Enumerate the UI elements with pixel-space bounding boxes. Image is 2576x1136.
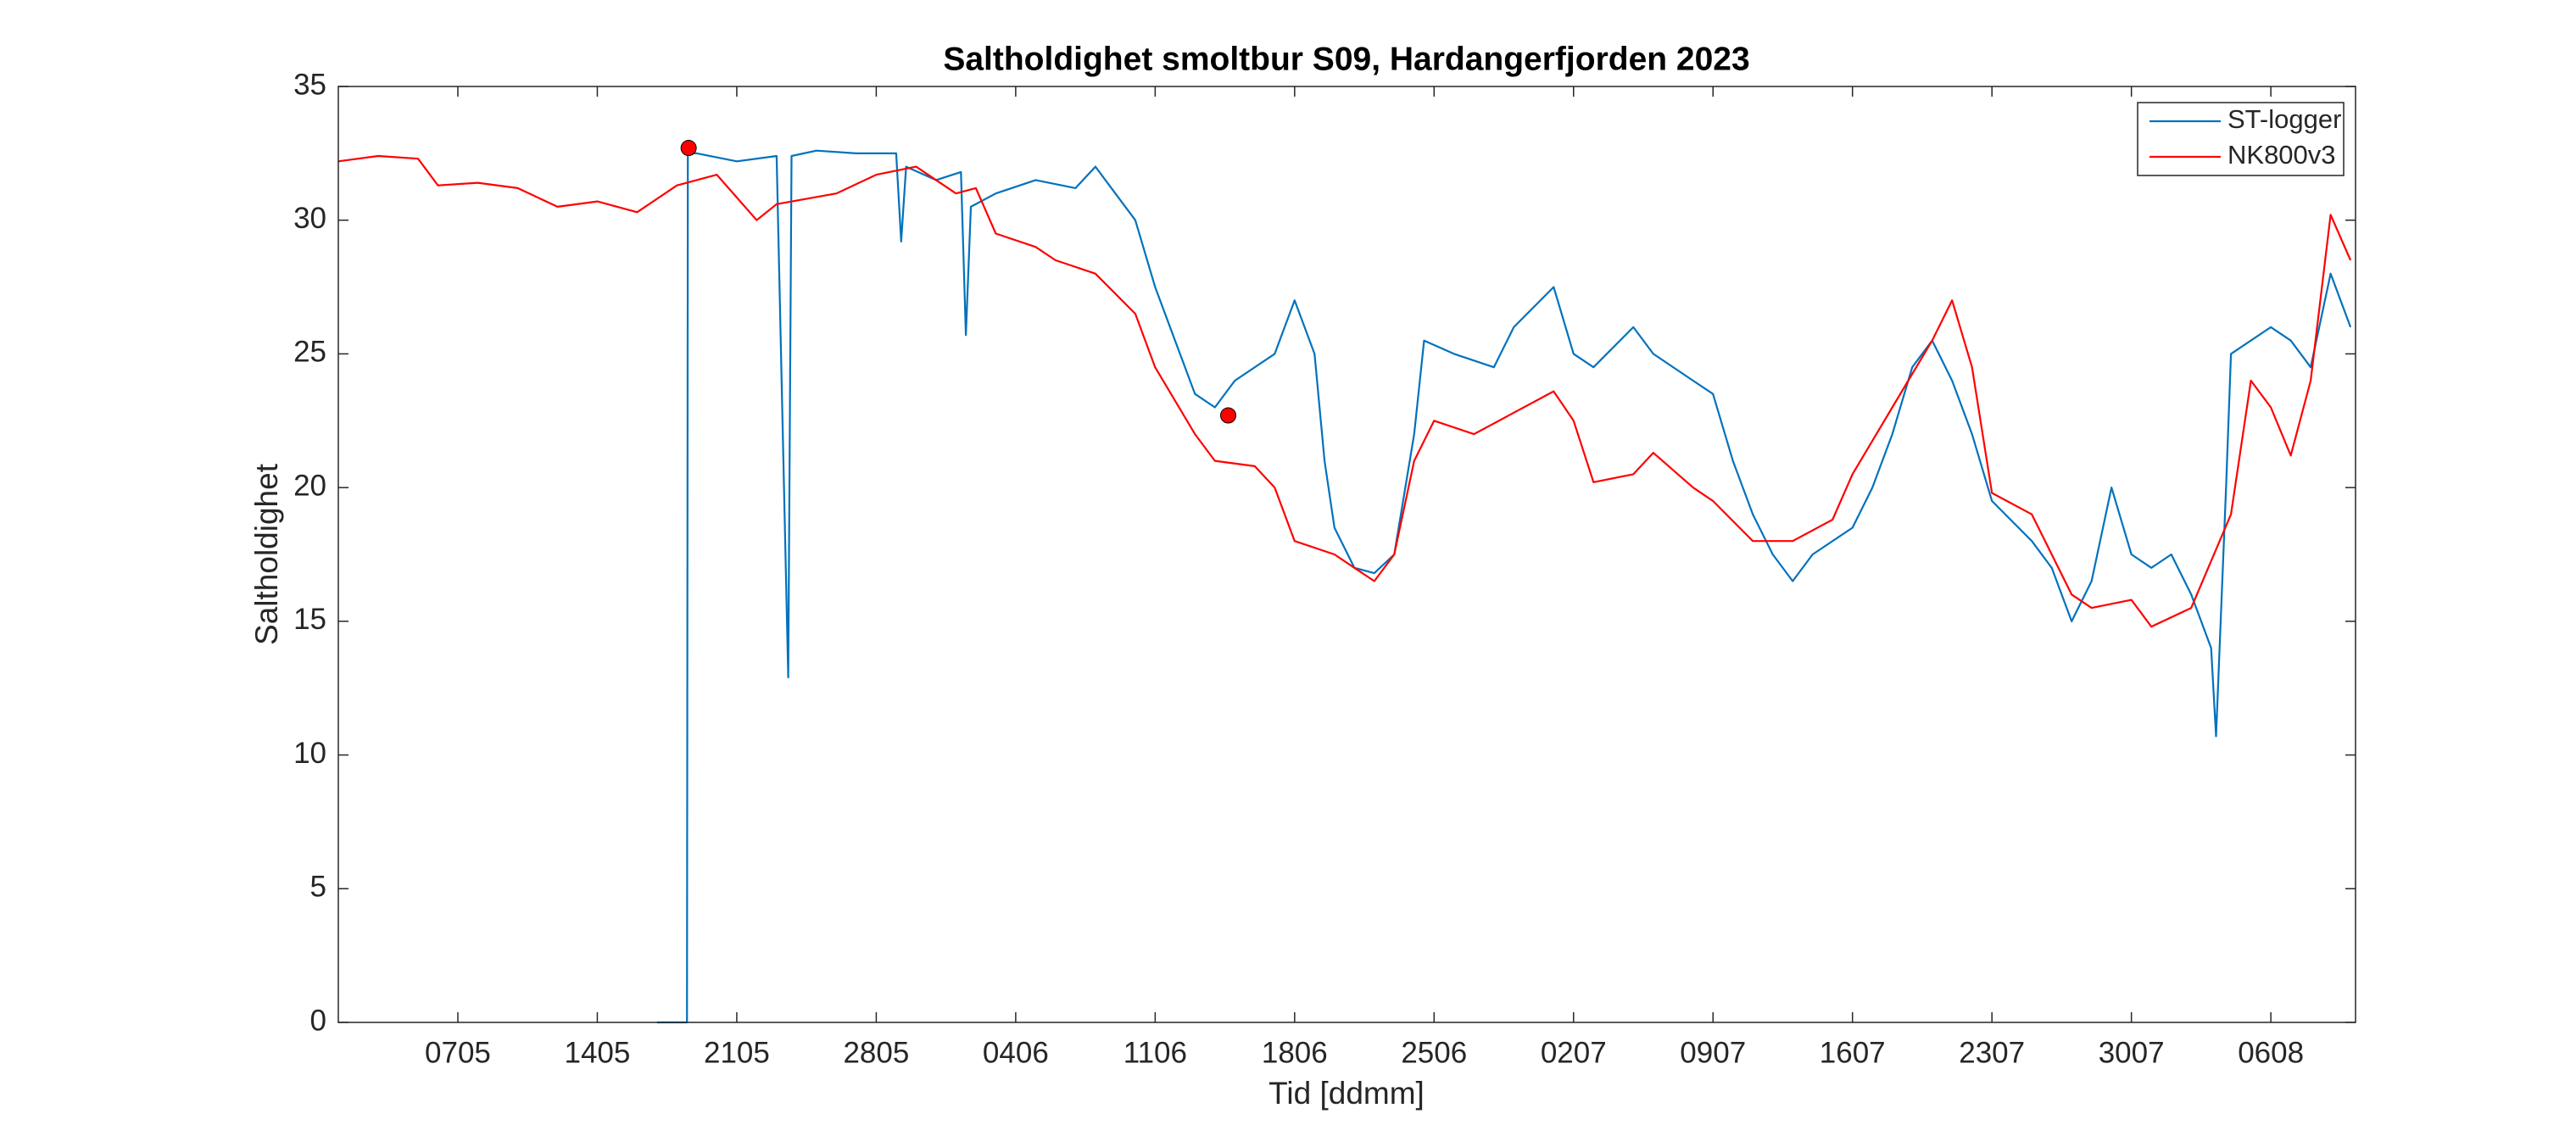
- x-tick-label: 0608: [2238, 1036, 2304, 1069]
- x-tick-label: 1405: [565, 1036, 631, 1069]
- y-tick-label: 0: [310, 1004, 326, 1037]
- y-tick-label: 25: [293, 336, 326, 369]
- legend-label: NK800v3: [2228, 140, 2336, 170]
- y-tick-label: 5: [310, 871, 326, 904]
- legend: ST-logger NK800v3: [2137, 102, 2345, 176]
- x-axis-label: Tid [ddmm]: [1268, 1076, 1425, 1111]
- x-tick-label: 0907: [1680, 1036, 1746, 1069]
- x-tick-label: 1607: [1820, 1036, 1886, 1069]
- x-tick-label: 2307: [1959, 1036, 2025, 1069]
- data-point: [680, 140, 697, 157]
- data-point: [1220, 407, 1237, 424]
- x-tick-label: 0705: [425, 1036, 491, 1069]
- y-tick-label: 15: [293, 603, 326, 636]
- x-tick-label: 3007: [2099, 1036, 2165, 1069]
- y-axis-label: Saltholdighet: [249, 463, 284, 645]
- data-line: [337, 154, 2352, 628]
- legend-box: [2137, 102, 2345, 176]
- x-tick-label: 1806: [1262, 1036, 1328, 1069]
- x-tick-label: 0207: [1541, 1036, 1607, 1069]
- x-tick-label: 2105: [704, 1036, 770, 1069]
- x-tick-label: 0406: [983, 1036, 1049, 1069]
- chart-title: Saltholdighet smoltbur S09, Hardangerfjo…: [943, 41, 1749, 77]
- legend-label: ST-logger: [2228, 104, 2341, 134]
- y-tick-label: 30: [293, 202, 326, 235]
- x-tick-label: 2506: [1401, 1036, 1467, 1069]
- plot-frame: [337, 86, 2356, 1023]
- y-tick-label: 35: [293, 68, 326, 101]
- y-tick-label: 10: [293, 737, 326, 770]
- x-tick-label: 1106: [1124, 1036, 1187, 1069]
- x-tick-label: 2805: [843, 1036, 909, 1069]
- y-tick-label: 20: [293, 469, 326, 502]
